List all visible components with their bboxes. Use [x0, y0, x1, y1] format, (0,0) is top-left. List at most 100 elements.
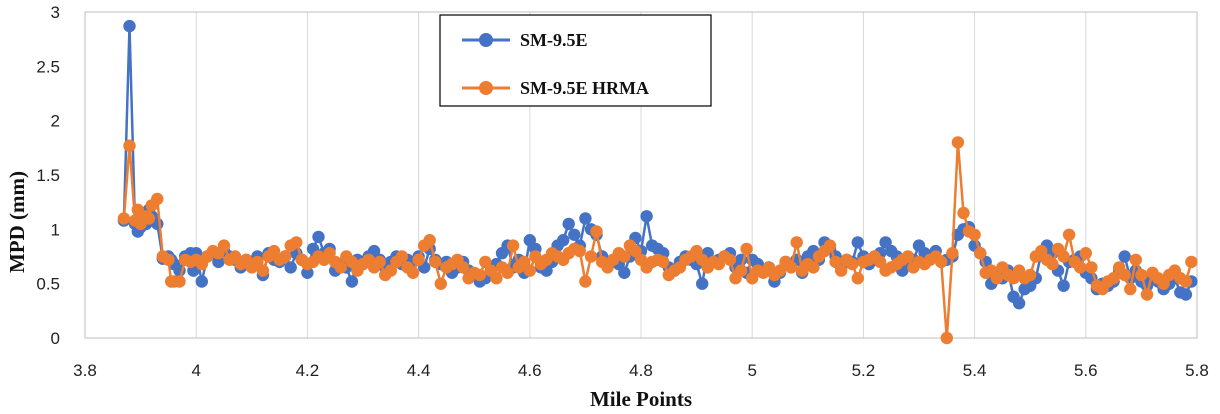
x-tick-label: 4 [191, 361, 200, 380]
data-point [406, 266, 420, 279]
x-axis-title: Mile Points [590, 387, 692, 411]
data-point [1135, 268, 1148, 282]
x-tick-label: 5.8 [1185, 361, 1209, 380]
data-point [935, 255, 948, 269]
data-point [1023, 268, 1037, 282]
data-point [423, 234, 436, 247]
x-tick-label: 4.2 [296, 361, 320, 380]
data-point [1185, 255, 1198, 269]
legend-swatch-marker-sm95e [479, 33, 493, 47]
data-point [573, 244, 586, 258]
data-point [131, 203, 144, 216]
data-point [1179, 288, 1193, 301]
y-tick-labels: 0 0.5 1 1.5 2 2.5 3 [36, 3, 60, 348]
data-point [562, 217, 575, 231]
data-point [784, 261, 798, 274]
data-point [395, 250, 409, 263]
data-point [851, 272, 864, 285]
x-tick-labels: 3.8 4 4.2 4.4 4.6 4.8 5 5.2 5.4 5.6 5.8 [73, 361, 1209, 380]
data-point [312, 230, 325, 244]
data-point [579, 275, 592, 288]
data-point [217, 239, 231, 252]
data-point [734, 264, 748, 277]
data-point [429, 255, 442, 269]
data-point [434, 277, 447, 290]
data-point [212, 255, 225, 269]
data-point [162, 253, 175, 266]
data-point [940, 331, 953, 345]
data-point [618, 266, 631, 279]
data-point [173, 275, 186, 288]
data-point [456, 261, 470, 274]
data-point [1118, 268, 1131, 282]
data-point [974, 247, 987, 260]
data-point [846, 257, 859, 271]
legend-label-sm95e: SM-9.5E [520, 30, 588, 50]
data-point [301, 266, 314, 279]
data-point [1107, 272, 1120, 285]
y-tick-label: 2.5 [36, 57, 60, 76]
data-point [618, 250, 631, 263]
data-point [1118, 250, 1131, 263]
data-point [117, 212, 131, 225]
series-layer [117, 19, 1198, 345]
data-point [279, 250, 292, 263]
data-point [790, 236, 803, 249]
data-point [1057, 279, 1070, 292]
y-tick-label: 0.5 [36, 275, 60, 294]
y-tick-label: 3 [51, 3, 60, 22]
data-point [951, 136, 965, 149]
data-point [851, 236, 864, 249]
data-point [345, 275, 359, 288]
y-tick-label: 2 [51, 112, 60, 131]
data-point [473, 268, 486, 282]
data-point [490, 272, 503, 285]
data-point [901, 250, 915, 263]
data-point [506, 239, 520, 252]
data-point [523, 264, 536, 277]
data-point [412, 253, 425, 266]
plot-border [84, 11, 1198, 339]
data-point [1124, 282, 1137, 296]
data-point [1046, 257, 1059, 271]
data-point [957, 206, 970, 220]
data-point [1129, 253, 1143, 266]
data-point [696, 277, 709, 290]
series-sm95e-hrma [117, 136, 1198, 345]
x-tick-label: 4.6 [518, 361, 542, 380]
x-tick-label: 3.8 [73, 361, 97, 380]
x-tick-label: 4.4 [407, 361, 431, 380]
x-tick-label: 5.2 [852, 361, 876, 380]
data-point [1074, 261, 1087, 274]
data-point [990, 272, 1003, 285]
y-tick-label: 1.5 [36, 166, 60, 185]
data-point [968, 228, 981, 241]
data-point [723, 253, 737, 266]
y-axis-title: MPD (mm) [5, 171, 29, 273]
data-point [373, 255, 386, 269]
y-tick-label: 1 [51, 220, 60, 239]
data-point [1079, 247, 1093, 260]
data-point [1179, 275, 1193, 288]
data-point [142, 212, 156, 225]
x-tick-label: 5.4 [963, 361, 987, 380]
data-point [123, 19, 136, 33]
data-point [334, 261, 347, 274]
data-point [501, 266, 514, 279]
legend-swatch-marker-sm95e-hrma [479, 81, 493, 95]
data-point [584, 250, 598, 263]
x-tick-label: 5.6 [1074, 361, 1098, 380]
data-point [835, 264, 848, 277]
data-point [1062, 228, 1076, 241]
data-point [579, 212, 592, 225]
legend: SM-9.5E SM-9.5E HRMA [439, 14, 712, 107]
x-tick-label: 5 [747, 361, 756, 380]
data-point [568, 228, 581, 241]
data-point [823, 239, 837, 252]
data-point [1012, 297, 1026, 310]
data-point [290, 236, 303, 249]
data-point [1057, 250, 1070, 263]
data-point [1140, 288, 1154, 301]
data-point [195, 275, 208, 288]
